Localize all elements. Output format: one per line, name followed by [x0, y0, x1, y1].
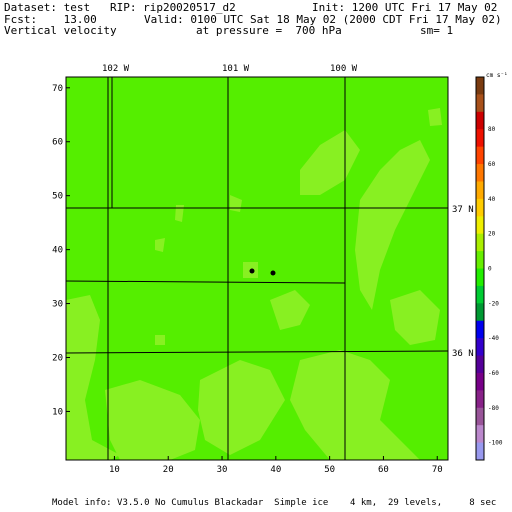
colorbar-swatch	[476, 442, 484, 461]
region-small-3	[155, 335, 165, 345]
y-tick-label: 40	[52, 246, 63, 256]
y-tick-label: 60	[52, 138, 63, 148]
colorbar-swatch	[476, 251, 484, 269]
y-tick-label: 70	[52, 84, 63, 94]
colorbar-swatch	[476, 111, 484, 130]
pressure-level: at pressure = 700 hPa	[196, 24, 342, 37]
colorbar-label: 20	[488, 231, 496, 238]
x-tick-label: 20	[163, 465, 174, 475]
region-east-mid	[390, 290, 440, 345]
region-southwest	[105, 380, 200, 460]
colorbar-label: -40	[488, 335, 499, 342]
lon-label-100w: 100 W	[330, 64, 358, 74]
region-east-strip	[355, 140, 430, 310]
colorbar-label: -100	[488, 440, 503, 447]
region-west	[66, 295, 120, 460]
colorbar-swatch	[476, 164, 484, 182]
dataset-label: Dataset: test RIP: rip20020517_d2	[4, 1, 236, 14]
county-line-ks-ok	[65, 280, 346, 284]
colorbar-swatch	[476, 94, 484, 113]
colorbar-label: -60	[488, 370, 499, 377]
colorbar-swatch	[476, 355, 484, 374]
x-tick-label: 40	[270, 465, 281, 475]
colorbar-label: 40	[488, 196, 496, 203]
y-tick-label: 10	[52, 407, 63, 417]
colorbar-swatch	[476, 303, 484, 322]
y-tick-label: 50	[52, 192, 63, 202]
colorbar-label: -20	[488, 300, 499, 307]
x-tick-label: 10	[109, 465, 120, 475]
colorbar-swatch	[476, 390, 484, 409]
x-axis-ticks: 10 20 30 40 50 60 70	[109, 456, 443, 475]
station-marker-1	[249, 268, 255, 274]
colorbar-swatch	[476, 216, 484, 235]
colorbar-swatch	[476, 181, 484, 200]
colorbar-swatch	[476, 338, 484, 357]
colorbar-labels: 80 60 40 20 0 -20 -40 -60 -80 -100	[488, 126, 503, 446]
latitude-labels: 37 N 36 N	[452, 205, 474, 359]
x-tick-label: 60	[378, 465, 389, 475]
model-info: Model info: V3.5.0 No Cumulus Blackadar …	[52, 498, 497, 508]
lat-line-36n	[65, 350, 449, 354]
colorbar	[475, 76, 485, 461]
colorbar-swatch	[476, 372, 484, 391]
region-small-4	[232, 425, 245, 440]
x-tick-label: 30	[217, 465, 228, 475]
colorbar-label: 80	[488, 126, 496, 133]
region-small-6	[428, 108, 442, 126]
state-county-boundaries	[65, 77, 449, 460]
region-south-central	[198, 360, 285, 455]
colorbar-swatch	[476, 77, 484, 95]
valid-time: Valid: 0100 UTC Sat 18 May 02 (2000 CDT …	[144, 13, 502, 26]
colorbar-label: -80	[488, 405, 499, 412]
colorbar-swatch	[476, 285, 484, 304]
x-tick-label: 70	[432, 465, 443, 475]
y-tick-label: 30	[52, 300, 63, 310]
lon-label-101w: 101 W	[222, 64, 250, 74]
forecast-hour: Fcst: 13.00	[4, 13, 97, 26]
lat-label-37n: 37 N	[452, 205, 474, 215]
init-time: Init: 1200 UTC Fri 17 May 02	[312, 1, 498, 14]
colorbar-swatch	[476, 268, 484, 287]
longitude-labels: 102 W 101 W 100 W	[102, 64, 358, 74]
colorbar-unit: cm s⁻¹	[486, 72, 508, 79]
colorbar-swatch	[476, 198, 484, 217]
station-marker-2	[270, 270, 276, 276]
map-frame	[65, 76, 449, 461]
colorbar-swatch	[476, 425, 484, 444]
y-tick-label: 20	[52, 354, 63, 364]
y-axis-ticks: 10 20 30 40 50 60 70	[52, 84, 70, 417]
colorbar-swatch	[476, 233, 484, 252]
x-tick-label: 50	[324, 465, 335, 475]
region-small-1	[175, 205, 184, 222]
smoothing-label: sm= 1	[420, 24, 454, 37]
colorbar-label: 0	[488, 266, 492, 273]
lon-label-102w: 102 W	[102, 64, 130, 74]
colorbar-label: 60	[488, 161, 496, 168]
colorbar-swatch	[476, 407, 484, 426]
colorbar-swatch	[476, 129, 484, 148]
field-name: Vertical velocity	[4, 24, 117, 37]
region-small-5	[155, 238, 165, 252]
colorbar-swatch	[476, 146, 484, 165]
region-center-mid	[270, 290, 310, 330]
region-southeast	[290, 350, 420, 460]
colorbar-swatch	[476, 320, 484, 339]
colorbar-frame	[475, 76, 485, 461]
lat-label-36n: 36 N	[452, 349, 474, 359]
